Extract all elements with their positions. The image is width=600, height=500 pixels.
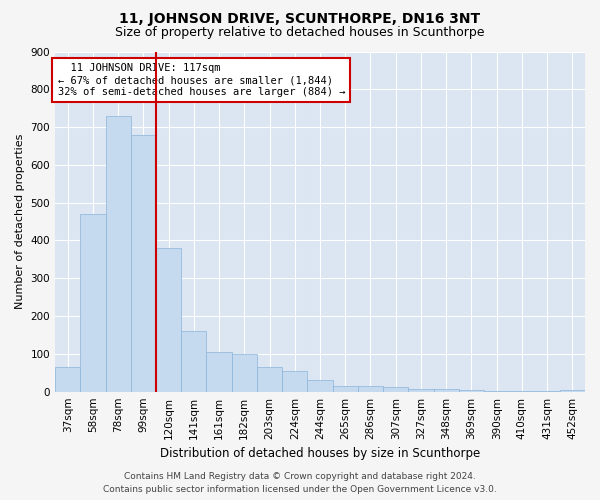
- Text: Size of property relative to detached houses in Scunthorpe: Size of property relative to detached ho…: [115, 26, 485, 39]
- Bar: [358, 386, 383, 392]
- Bar: [459, 390, 484, 392]
- Bar: [257, 367, 282, 392]
- Bar: [383, 387, 409, 392]
- Bar: [509, 391, 535, 392]
- Bar: [181, 331, 206, 392]
- Bar: [484, 391, 509, 392]
- X-axis label: Distribution of detached houses by size in Scunthorpe: Distribution of detached houses by size …: [160, 447, 480, 460]
- Bar: [332, 386, 358, 392]
- Bar: [409, 389, 434, 392]
- Text: Contains HM Land Registry data © Crown copyright and database right 2024.
Contai: Contains HM Land Registry data © Crown c…: [103, 472, 497, 494]
- Bar: [106, 116, 131, 392]
- Bar: [535, 391, 560, 392]
- Bar: [55, 367, 80, 392]
- Bar: [560, 390, 585, 392]
- Bar: [232, 354, 257, 392]
- Bar: [156, 248, 181, 392]
- Bar: [307, 380, 332, 392]
- Text: 11 JOHNSON DRIVE: 117sqm
← 67% of detached houses are smaller (1,844)
32% of sem: 11 JOHNSON DRIVE: 117sqm ← 67% of detach…: [58, 64, 345, 96]
- Y-axis label: Number of detached properties: Number of detached properties: [15, 134, 25, 310]
- Bar: [282, 371, 307, 392]
- Bar: [80, 214, 106, 392]
- Bar: [206, 352, 232, 392]
- Bar: [434, 389, 459, 392]
- Text: 11, JOHNSON DRIVE, SCUNTHORPE, DN16 3NT: 11, JOHNSON DRIVE, SCUNTHORPE, DN16 3NT: [119, 12, 481, 26]
- Bar: [131, 134, 156, 392]
